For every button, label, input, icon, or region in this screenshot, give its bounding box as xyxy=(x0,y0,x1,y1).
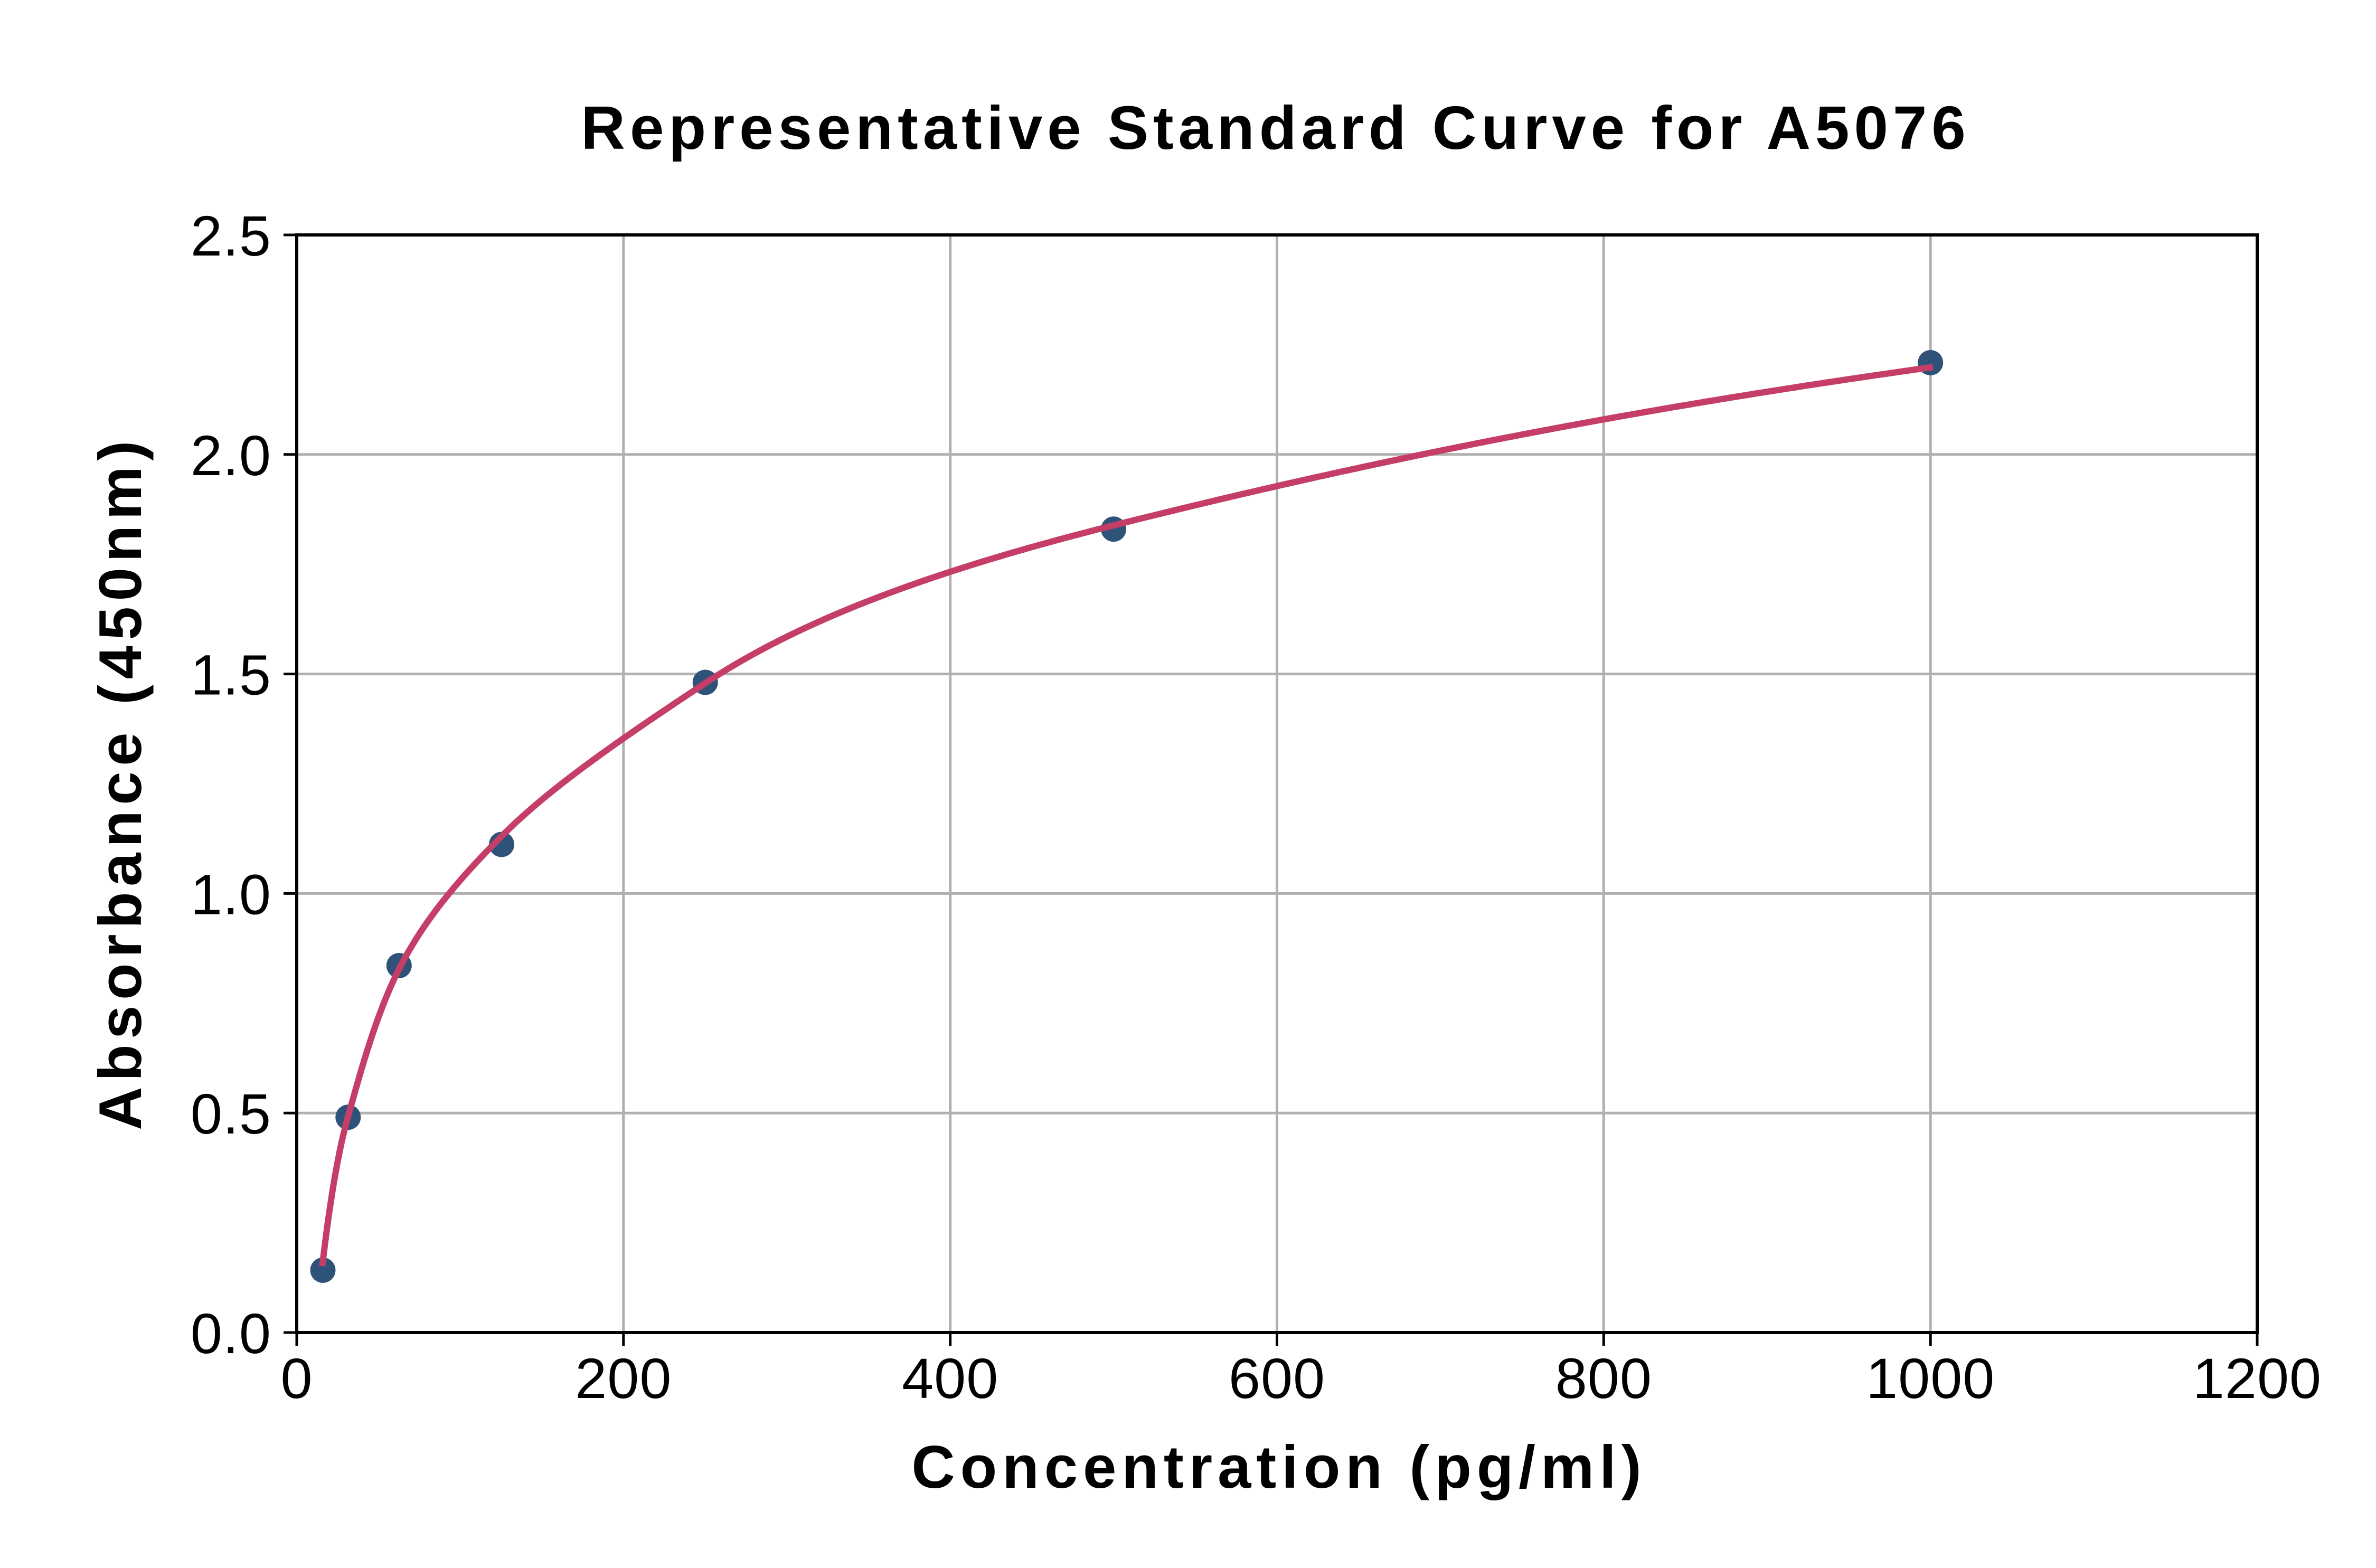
svg-text:800: 800 xyxy=(1555,1346,1652,1410)
svg-text:1.5: 1.5 xyxy=(191,643,271,707)
svg-text:2.5: 2.5 xyxy=(191,204,271,268)
svg-text:0: 0 xyxy=(280,1346,313,1410)
svg-text:600: 600 xyxy=(1229,1346,1325,1410)
svg-text:1.0: 1.0 xyxy=(191,862,271,926)
svg-text:1200: 1200 xyxy=(2193,1346,2322,1410)
svg-text:Absorbance (450nm): Absorbance (450nm) xyxy=(87,435,154,1130)
svg-text:1000: 1000 xyxy=(1866,1346,1995,1410)
svg-text:Representative Standard Curve: Representative Standard Curve for A5076 xyxy=(581,93,1970,162)
svg-text:400: 400 xyxy=(902,1346,998,1410)
svg-text:200: 200 xyxy=(575,1346,672,1410)
svg-text:0.0: 0.0 xyxy=(191,1301,271,1365)
svg-text:2.0: 2.0 xyxy=(191,423,271,487)
svg-text:0.5: 0.5 xyxy=(191,1082,271,1146)
svg-text:Concentration (pg/ml): Concentration (pg/ml) xyxy=(911,1434,1646,1501)
